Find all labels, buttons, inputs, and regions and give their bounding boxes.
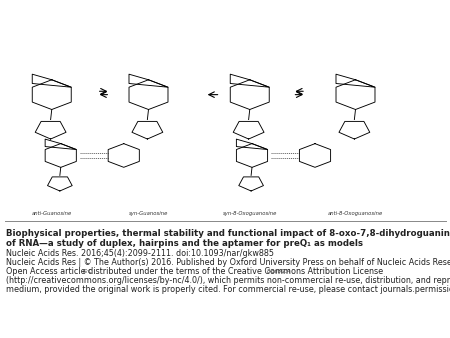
Text: (http://creativecommons.org/licenses/by-nc/4.0/), which permits non-commercial r: (http://creativecommons.org/licenses/by-… bbox=[6, 276, 450, 285]
Text: anti-8-Oxoguanosine: anti-8-Oxoguanosine bbox=[328, 211, 383, 216]
Text: Biophysical properties, thermal stability and functional impact of 8-oxo-7,8-dih: Biophysical properties, thermal stabilit… bbox=[6, 229, 450, 238]
Text: of RNA—a study of duplex, hairpins and the aptamer for preQ₁ as models: of RNA—a study of duplex, hairpins and t… bbox=[6, 239, 363, 248]
Text: 8-oxoG:A: 8-oxoG:A bbox=[267, 269, 291, 274]
Text: Nucleic Acids Res | © The Author(s) 2016. Published by Oxford University Press o: Nucleic Acids Res | © The Author(s) 2016… bbox=[6, 258, 450, 267]
Text: syn-Guanosine: syn-Guanosine bbox=[129, 211, 168, 216]
Text: anti-Guanosine: anti-Guanosine bbox=[32, 211, 72, 216]
Text: Open Access article distributed under the terms of the Creative Commons Attribut: Open Access article distributed under th… bbox=[6, 267, 383, 276]
Text: medium, provided the original work is properly cited. For commercial re-use, ple: medium, provided the original work is pr… bbox=[6, 285, 450, 294]
Text: G:C: G:C bbox=[83, 269, 93, 274]
Text: syn-8-Oxoguanosine: syn-8-Oxoguanosine bbox=[223, 211, 277, 216]
Text: Nucleic Acids Res. 2016;45(4):2099-2111. doi:10.1093/nar/gkw885: Nucleic Acids Res. 2016;45(4):2099-2111.… bbox=[6, 249, 274, 258]
